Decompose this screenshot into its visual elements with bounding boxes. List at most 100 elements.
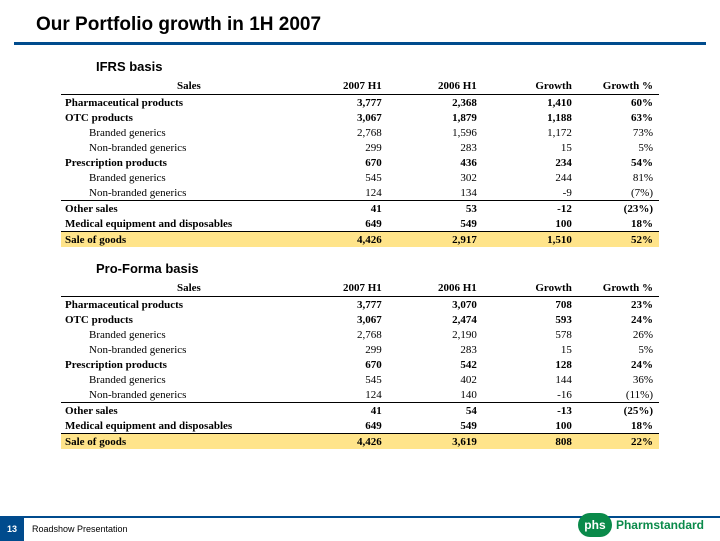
cell-growth: 100	[483, 418, 578, 434]
table-row: Branded generics54530224481%	[61, 170, 659, 185]
cell-growth-pct: (23%)	[578, 201, 659, 217]
total-2006h1: 2,917	[388, 232, 483, 248]
cell-2006h1: 53	[388, 201, 483, 217]
total-growth: 1,510	[483, 232, 578, 248]
total-2006h1: 3,619	[388, 434, 483, 450]
cell-growth-pct: 26%	[578, 327, 659, 342]
cell-growth: 708	[483, 297, 578, 313]
row-label: Pharmaceutical products	[61, 297, 293, 313]
cell-growth: 234	[483, 155, 578, 170]
section-label-proforma: Pro-Forma basis	[96, 261, 720, 276]
table-row: OTC products3,0672,47459324%	[61, 312, 659, 327]
cell-2007h1: 3,067	[293, 110, 388, 125]
table-row: OTC products3,0671,8791,18863%	[61, 110, 659, 125]
title-underline	[14, 42, 706, 45]
footer-bar: 13 Roadshow Presentation phs Pharmstanda…	[0, 516, 720, 540]
table-row: Other sales4154-13(25%)	[61, 403, 659, 419]
table-row: Prescription products67054212824%	[61, 357, 659, 372]
table-total-row: Sale of goods4,4263,61980822%	[61, 434, 659, 450]
cell-2007h1: 3,777	[293, 297, 388, 313]
table-row: Medical equipment and disposables6495491…	[61, 216, 659, 232]
table-row: Other sales4153-12(23%)	[61, 201, 659, 217]
cell-2007h1: 41	[293, 403, 388, 419]
cell-2006h1: 542	[388, 357, 483, 372]
cell-growth-pct: 23%	[578, 297, 659, 313]
cell-2007h1: 545	[293, 372, 388, 387]
cell-2006h1: 549	[388, 216, 483, 232]
page-number: 13	[0, 517, 24, 541]
cell-growth-pct: 60%	[578, 95, 659, 111]
col-growth: Growth	[483, 78, 578, 95]
cell-2007h1: 124	[293, 185, 388, 201]
cell-growth: 578	[483, 327, 578, 342]
cell-growth-pct: 18%	[578, 216, 659, 232]
total-growth: 808	[483, 434, 578, 450]
row-label: Branded generics	[61, 170, 293, 185]
col-growth-pct: Growth %	[578, 280, 659, 297]
total-2007h1: 4,426	[293, 434, 388, 450]
cell-growth-pct: (25%)	[578, 403, 659, 419]
slide-title: Our Portfolio growth in 1H 2007	[0, 0, 720, 42]
row-label: Non-branded generics	[61, 387, 293, 403]
logo-badge: phs	[578, 513, 612, 537]
row-label: Prescription products	[61, 155, 293, 170]
total-label: Sale of goods	[61, 232, 293, 248]
row-label: Medical equipment and disposables	[61, 418, 293, 434]
row-label: Prescription products	[61, 357, 293, 372]
total-growth-pct: 22%	[578, 434, 659, 450]
cell-growth-pct: 36%	[578, 372, 659, 387]
cell-growth: 15	[483, 140, 578, 155]
cell-2007h1: 649	[293, 418, 388, 434]
row-label: Other sales	[61, 403, 293, 419]
cell-2007h1: 2,768	[293, 327, 388, 342]
brand-logo: phs Pharmstandard	[578, 513, 704, 537]
table-row: Branded generics2,7681,5961,17273%	[61, 125, 659, 140]
row-label: Non-branded generics	[61, 342, 293, 357]
cell-2007h1: 670	[293, 155, 388, 170]
col-2006h1: 2006 H1	[388, 78, 483, 95]
col-growth-pct: Growth %	[578, 78, 659, 95]
cell-growth-pct: 54%	[578, 155, 659, 170]
row-label: Pharmaceutical products	[61, 95, 293, 111]
cell-growth: -9	[483, 185, 578, 201]
col-sales: Sales	[61, 280, 293, 297]
cell-growth-pct: 24%	[578, 357, 659, 372]
cell-2006h1: 283	[388, 342, 483, 357]
cell-growth-pct: 18%	[578, 418, 659, 434]
cell-growth: 1,410	[483, 95, 578, 111]
row-label: Branded generics	[61, 125, 293, 140]
cell-2006h1: 134	[388, 185, 483, 201]
table-row: Pharmaceutical products3,7772,3681,41060…	[61, 95, 659, 111]
cell-2007h1: 3,777	[293, 95, 388, 111]
cell-growth: -12	[483, 201, 578, 217]
table-row: Branded generics54540214436%	[61, 372, 659, 387]
cell-growth-pct: (11%)	[578, 387, 659, 403]
row-label: Branded generics	[61, 372, 293, 387]
total-2007h1: 4,426	[293, 232, 388, 248]
table-row: Medical equipment and disposables6495491…	[61, 418, 659, 434]
cell-2007h1: 3,067	[293, 312, 388, 327]
cell-growth: 15	[483, 342, 578, 357]
col-growth: Growth	[483, 280, 578, 297]
cell-2007h1: 41	[293, 201, 388, 217]
cell-2006h1: 436	[388, 155, 483, 170]
total-label: Sale of goods	[61, 434, 293, 450]
row-label: Medical equipment and disposables	[61, 216, 293, 232]
cell-2006h1: 283	[388, 140, 483, 155]
cell-growth-pct: 81%	[578, 170, 659, 185]
cell-2006h1: 54	[388, 403, 483, 419]
section-label-ifrs: IFRS basis	[96, 59, 720, 74]
cell-2006h1: 140	[388, 387, 483, 403]
cell-growth: 244	[483, 170, 578, 185]
row-label: Non-branded generics	[61, 185, 293, 201]
cell-growth-pct: (7%)	[578, 185, 659, 201]
table-total-row: Sale of goods4,4262,9171,51052%	[61, 232, 659, 248]
row-label: Non-branded generics	[61, 140, 293, 155]
logo-text: Pharmstandard	[616, 518, 704, 532]
cell-2006h1: 302	[388, 170, 483, 185]
table-ifrs: Sales2007 H12006 H1GrowthGrowth %Pharmac…	[61, 78, 659, 247]
cell-growth: 100	[483, 216, 578, 232]
row-label: Other sales	[61, 201, 293, 217]
table-proforma: Sales2007 H12006 H1GrowthGrowth %Pharmac…	[61, 280, 659, 449]
cell-2006h1: 3,070	[388, 297, 483, 313]
